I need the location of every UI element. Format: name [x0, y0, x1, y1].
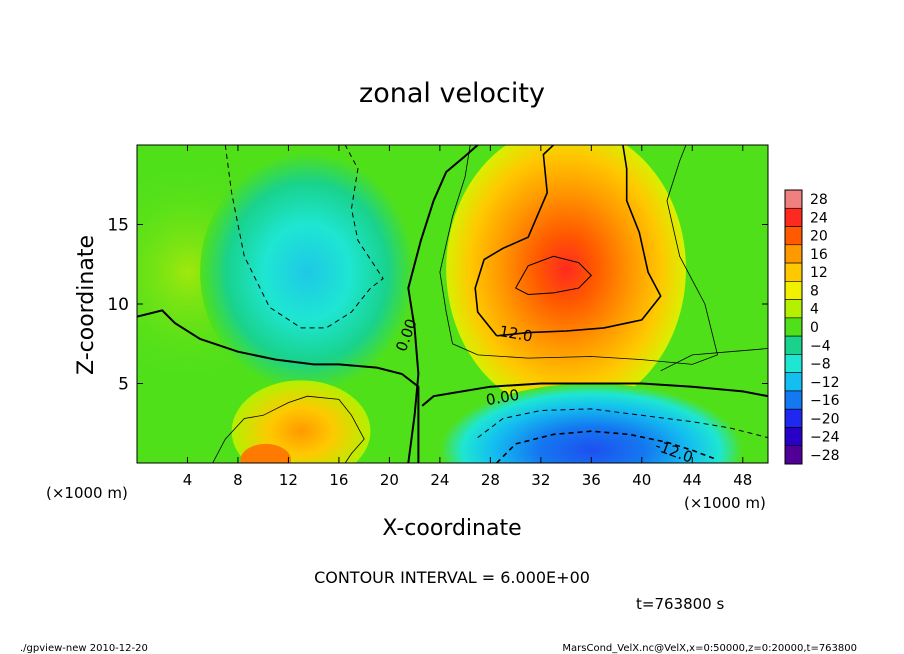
contour-six-right-edge [660, 348, 768, 372]
colorbar-label: 8 [810, 283, 819, 299]
contour-six-positive-2 [439, 145, 471, 344]
y-tick-label: 10 [107, 295, 129, 315]
contour-twelve-positive-2 [496, 145, 662, 337]
x-axis-label: X-coordinate [382, 516, 521, 541]
time-stamp: t=763800 s [636, 595, 724, 613]
x-tick-label: 4 [183, 471, 193, 489]
colorbar-label: −20 [810, 411, 840, 427]
colorbar-label: 24 [810, 210, 828, 226]
colorbar-swatch [784, 354, 803, 373]
colorbar-swatch [784, 226, 803, 246]
region-positive-lower-left [231, 380, 371, 463]
colorbar-label: 0 [810, 320, 819, 336]
x-tick-label: 36 [582, 471, 601, 489]
y-tick-label: 15 [107, 216, 129, 236]
colorbar-swatch [784, 335, 803, 355]
x-tick-label: 32 [531, 471, 550, 489]
colorbar-label: −28 [810, 448, 840, 464]
contour-eighteen [515, 255, 593, 296]
colorbar-swatch [784, 408, 803, 428]
contour-minus-six-upper [224, 145, 384, 329]
chart-title: zonal velocity [359, 78, 545, 109]
x-tick-label: 44 [683, 471, 702, 489]
x-tick-label: 12 [279, 471, 298, 489]
y-tick-label: 5 [118, 375, 129, 395]
contour-zero-lower [421, 382, 768, 407]
footer-left: ./gpview-new 2010-12-20 [20, 643, 148, 654]
x-tick-label: 28 [481, 471, 500, 489]
contour-minus-six-lower [477, 408, 768, 439]
colorbar-label: 20 [810, 229, 828, 245]
colorbar-swatch [784, 317, 803, 337]
plot-area [137, 145, 768, 463]
contour-six-lower-left [212, 395, 365, 463]
x-tick-label: 20 [380, 471, 399, 489]
contour-zero-upper [407, 145, 479, 463]
colorbar-swatch [784, 189, 803, 209]
colorbar-frame [784, 189, 803, 465]
x-tick-label: 16 [329, 471, 348, 489]
colorbar-swatch [784, 262, 803, 282]
colorbar-label: 16 [810, 247, 828, 263]
colorbar-swatch [784, 390, 803, 410]
contour-label: 12.0 [498, 322, 534, 346]
contour-twelve-positive [474, 145, 555, 337]
colorbar-swatch [784, 372, 803, 392]
colorbar: 28 24 20 16 12 8 4 0 −4 −8 −12 −16 −20 −24 −28 [784, 189, 840, 465]
x-unit-note-right: (×1000 m) [684, 494, 766, 512]
region-positive-upper-right [446, 145, 686, 413]
contour-interval-text: CONTOUR INTERVAL = 6.000E+00 [314, 568, 590, 587]
x-tick-label: 24 [430, 471, 449, 489]
colorbar-label: −24 [810, 430, 840, 446]
colorbar-swatch [784, 445, 803, 465]
region-negative-upper-left [200, 152, 415, 392]
footer-right: MarsCond_VelX.nc@VelX,x=0:50000,z=0:2000… [562, 643, 857, 654]
y-axis-label: Z-coordinate [74, 235, 99, 375]
x-tick-label: 8 [233, 471, 243, 489]
colorbar-swatch [784, 281, 803, 300]
colorbar-label: 4 [810, 302, 819, 318]
region-positive-core-lower-left [240, 443, 291, 463]
colorbar-swatch [784, 299, 803, 319]
contour-zero-left [137, 309, 420, 463]
colorbar-swatch [784, 207, 803, 227]
colorbar-label: −12 [810, 375, 840, 391]
colorbar-label: −8 [810, 357, 831, 373]
contour-minus-twelve [496, 430, 718, 463]
colorbar-label: −16 [810, 393, 840, 409]
contour-label: 0.00 [485, 386, 521, 410]
x-unit-note-left: (×1000 m) [46, 484, 128, 502]
colorbar-swatch [784, 244, 803, 264]
colorbar-label: −4 [810, 338, 831, 354]
colorbar-label: 28 [810, 192, 828, 208]
colorbar-swatch [784, 427, 803, 447]
colorbar-label: 12 [810, 265, 828, 281]
x-tick-label: 40 [632, 471, 651, 489]
x-tick-label: 48 [733, 471, 752, 489]
contour-six-positive [452, 145, 718, 365]
